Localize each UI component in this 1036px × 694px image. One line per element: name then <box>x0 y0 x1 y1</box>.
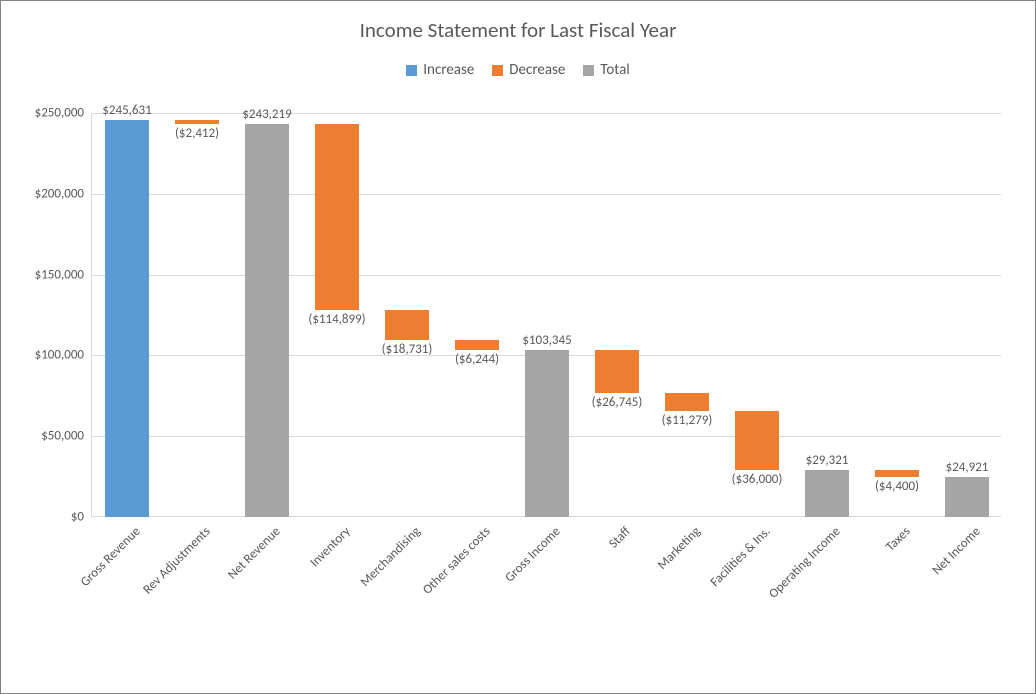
data-label: ($36,000) <box>732 472 783 487</box>
x-axis-label: Inventory <box>343 488 389 534</box>
waterfall-bar <box>455 340 500 350</box>
waterfall-bar <box>525 350 570 517</box>
data-label: $103,345 <box>522 333 571 348</box>
waterfall-bar <box>175 120 220 124</box>
data-label: ($6,244) <box>455 352 499 367</box>
data-label: ($26,745) <box>592 395 643 410</box>
legend-item: Increase <box>406 61 474 79</box>
waterfall-bar <box>105 120 150 517</box>
chart-container: Income Statement for Last Fiscal Year In… <box>0 0 1036 694</box>
legend-item: Decrease <box>492 61 565 79</box>
y-axis-label: $100,000 <box>35 348 92 363</box>
x-axis-label: Marketing <box>693 486 742 535</box>
legend-swatch <box>492 65 503 76</box>
legend-item: Total <box>583 61 629 79</box>
chart-title: Income Statement for Last Fiscal Year <box>1 17 1035 43</box>
gridline <box>92 113 1001 114</box>
legend-label: Decrease <box>509 61 565 79</box>
data-label: ($11,279) <box>662 413 713 428</box>
waterfall-bar <box>945 477 990 517</box>
y-axis-label: $200,000 <box>35 186 92 201</box>
x-axis-label: Taxes <box>903 504 934 535</box>
waterfall-bar <box>385 310 430 340</box>
waterfall-bar <box>735 411 780 469</box>
waterfall-bar <box>875 470 920 477</box>
data-label: ($2,412) <box>175 126 219 141</box>
x-axis-label: Staff <box>623 507 651 535</box>
plot-area: $0$50,000$100,000$150,000$200,000$250,00… <box>91 113 1001 517</box>
y-axis-label: $250,000 <box>35 106 92 121</box>
waterfall-bar <box>315 124 360 310</box>
data-label: $243,219 <box>242 107 291 122</box>
waterfall-bar <box>595 350 640 393</box>
waterfall-bar <box>805 470 850 517</box>
data-label: ($114,899) <box>308 312 365 327</box>
data-label: $24,921 <box>946 460 989 475</box>
data-label: $29,321 <box>806 453 849 468</box>
waterfall-bar <box>245 124 290 517</box>
legend: Increase Decrease Total <box>1 61 1035 79</box>
legend-label: Total <box>600 61 629 79</box>
gridline <box>92 275 1001 276</box>
data-label: ($18,731) <box>382 342 433 357</box>
x-axis-label: Merchandising <box>413 469 479 535</box>
legend-swatch <box>406 65 417 76</box>
y-axis-label: $0 <box>71 510 92 525</box>
gridline <box>92 194 1001 195</box>
data-label: $245,631 <box>102 103 151 118</box>
y-axis-label: $50,000 <box>41 429 92 444</box>
waterfall-bar <box>665 393 710 411</box>
legend-label: Increase <box>423 61 474 79</box>
legend-swatch <box>583 65 594 76</box>
y-axis-label: $150,000 <box>35 267 92 282</box>
data-label: ($4,400) <box>875 479 919 494</box>
